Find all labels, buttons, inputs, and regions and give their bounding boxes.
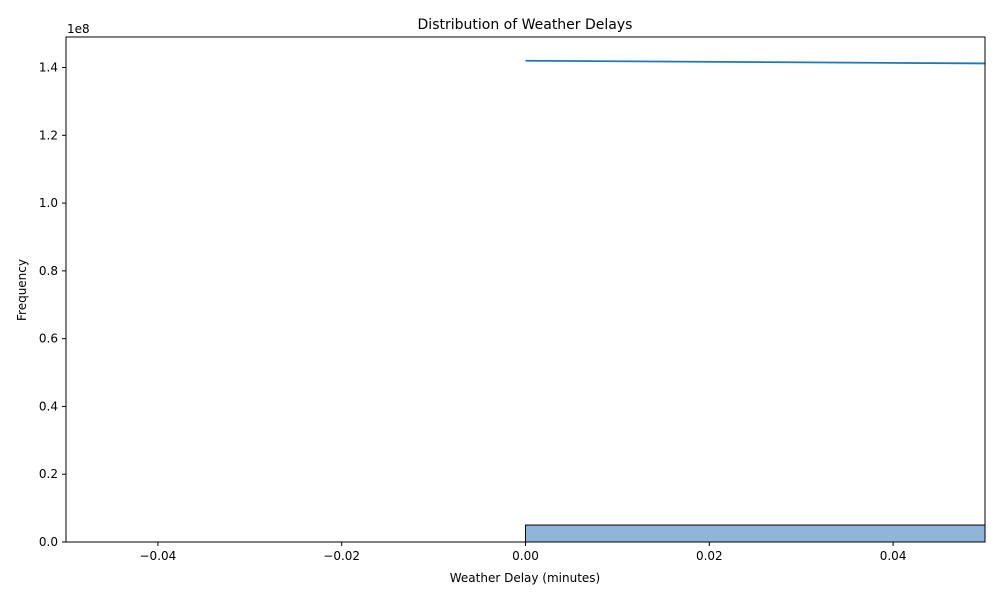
- y-tick-label: 0.4: [39, 399, 58, 413]
- axes: −0.04 −0.02 0.00 0.02 0.04 0.0 0.2 0.4 0.6 0.8 1.0…: [39, 36, 986, 563]
- density-line-0: [525, 59, 986, 65]
- y-axis-label: Frequency: [15, 259, 29, 321]
- histogram-bar-0: [525, 524, 986, 543]
- y-tick-label: 1.0: [39, 196, 58, 210]
- x-tick-label: 0.04: [880, 549, 907, 563]
- y-tick-label: 0.6: [39, 332, 58, 346]
- y-tick-label: 0.8: [39, 264, 58, 278]
- x-tick-label: 0.00: [512, 549, 539, 563]
- chart-title: Distribution of Weather Delays: [418, 17, 633, 33]
- y-tick-label: 1.4: [39, 61, 58, 75]
- y-tick-label: 1.2: [39, 128, 58, 142]
- y-tick-label: 0.0: [39, 535, 58, 549]
- y-tick-label: 0.2: [39, 467, 58, 481]
- x-axis-label: Weather Delay (minutes): [450, 571, 601, 585]
- x-tick-label: 0.02: [696, 549, 723, 563]
- x-tick-label: −0.02: [323, 549, 360, 563]
- x-tick-label: −0.04: [140, 549, 177, 563]
- y-offset-text: 1e8: [67, 22, 90, 36]
